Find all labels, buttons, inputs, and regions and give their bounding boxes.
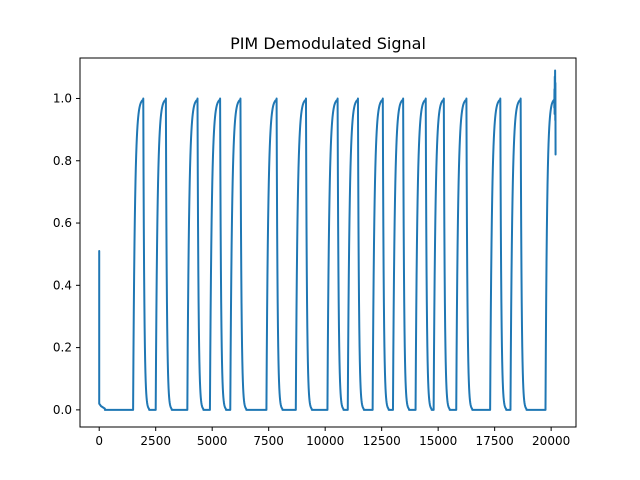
y-tick-label: 1.0 (53, 91, 72, 105)
y-tick-label: 0.6 (53, 216, 72, 230)
y-tick-label: 0.2 (53, 341, 72, 355)
x-tick-label: 15000 (419, 434, 457, 448)
axes-frame (79, 57, 577, 428)
x-tick-label: 5000 (197, 434, 228, 448)
x-tick-label: 12500 (363, 434, 401, 448)
x-tick-label: 20000 (532, 434, 570, 448)
signal-line-0 (98, 69, 557, 411)
x-tick-label: 10000 (306, 434, 344, 448)
x-tick-label: 17500 (476, 434, 514, 448)
axes: 0 2500 5000 7500 10000 12500 15000 17500 20000 0.… (53, 57, 577, 448)
chart-title: PIM Demodulated Signal (230, 34, 426, 53)
plot-area (98, 69, 557, 411)
y-tick-label: 0.0 (53, 403, 72, 417)
x-tick-label: 2500 (140, 434, 171, 448)
y-tick-label: 0.4 (53, 278, 72, 292)
x-tick-label: 7500 (253, 434, 284, 448)
x-tick-label: 0 (95, 434, 103, 448)
y-tick-label: 0.8 (53, 154, 72, 168)
